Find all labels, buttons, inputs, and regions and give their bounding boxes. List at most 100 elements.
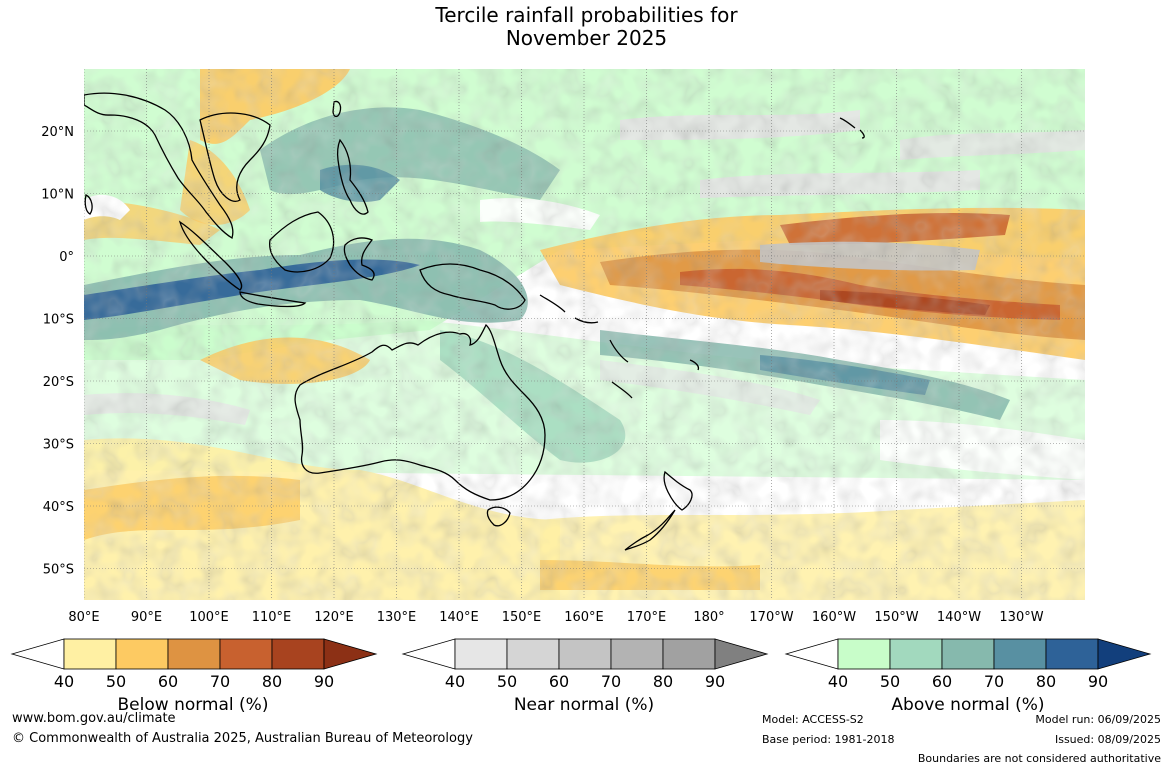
colorbar-segment xyxy=(558,638,612,670)
footer-model: Model: ACCESS-S2 xyxy=(762,713,864,726)
coastline-borneo xyxy=(269,211,335,273)
map-area xyxy=(84,69,1085,600)
coastline-new-zealand xyxy=(624,470,693,551)
coastline-sulawesi xyxy=(343,237,375,281)
colorbar-under-triangle xyxy=(401,638,456,670)
colorbar-segment xyxy=(506,638,560,670)
colorbar-segment xyxy=(662,638,716,670)
colorbar-segment xyxy=(993,638,1047,670)
colorbar-tick-label: 70 xyxy=(210,672,230,691)
lon-label: 170°E xyxy=(627,610,667,625)
colorbar-tick-label: 80 xyxy=(262,672,282,691)
colorbar-caption-near: Near normal (%) xyxy=(513,695,655,715)
probability-field xyxy=(84,69,1085,600)
colorbar-tick-label: 60 xyxy=(549,672,569,691)
lon-label: 180° xyxy=(693,610,724,625)
footer-model-run: Model run: 06/09/2025 xyxy=(1035,713,1161,726)
lon-label: 100°E xyxy=(189,610,229,625)
colorbar-caption-below: Below normal (%) xyxy=(117,695,269,715)
colorbar-tick-label: 50 xyxy=(106,672,126,691)
footer-issued: Issued: 08/09/2025 xyxy=(1054,733,1161,746)
colorbar-over-triangle xyxy=(1097,638,1152,670)
colorbar-segment xyxy=(219,638,273,670)
lat-label: 30°S xyxy=(43,438,74,453)
lat-label: 20°S xyxy=(43,375,74,390)
colorbar-segment xyxy=(167,638,221,670)
colorbar-tick-label: 40 xyxy=(445,672,465,691)
colorbar-tick-label: 40 xyxy=(54,672,74,691)
map-title-line2: November 2025 xyxy=(505,26,668,50)
lon-label: 80°E xyxy=(68,610,99,625)
colorbar-segment xyxy=(271,638,325,670)
coastline-tasmania xyxy=(486,506,511,527)
colorbar-near: 40 50 60 70 80 90 xyxy=(401,638,769,691)
longitude-labels: 80°E 90°E 100°E 110°E 120°E 130°E 140°E 150°E 16… xyxy=(68,610,1043,625)
lon-label: 90°E xyxy=(131,610,162,625)
lon-label: 150°E xyxy=(502,610,542,625)
lon-label: 150°W xyxy=(874,610,918,625)
lon-label: 120°E xyxy=(314,610,354,625)
colorbar-tick-label: 40 xyxy=(828,672,848,691)
map-title: Tercile rainfall probabilities for Novem… xyxy=(0,4,1173,50)
lat-label: 50°S xyxy=(43,563,74,578)
colorbar-tick-label: 90 xyxy=(705,672,725,691)
lat-label: 10°S xyxy=(43,313,74,328)
coastlines xyxy=(84,92,865,551)
colorbar-above: 40 50 60 70 80 90 xyxy=(784,638,1152,691)
colorbar-tick-label: 60 xyxy=(932,672,952,691)
colorbar-tick-label: 50 xyxy=(880,672,900,691)
colorbar-over-triangle xyxy=(323,638,378,670)
coastline-australia xyxy=(294,323,546,501)
coastline-pacific-islands xyxy=(539,294,700,399)
colorbar-under-triangle xyxy=(784,638,839,670)
lon-label: 160°E xyxy=(564,610,604,625)
lat-label: 10°N xyxy=(41,188,74,203)
coastline-sumatra xyxy=(178,220,243,291)
coastline-se-asia xyxy=(84,92,271,239)
lon-label: 130°E xyxy=(377,610,417,625)
lat-label: 20°N xyxy=(41,125,74,140)
colorbar-segment xyxy=(941,638,995,670)
graticule xyxy=(84,69,1085,600)
colorbar-segment xyxy=(837,638,891,670)
footer-base-period: Base period: 1981-2018 xyxy=(762,733,895,746)
lon-label: 140°E xyxy=(439,610,479,625)
lon-label: 170°W xyxy=(749,610,793,625)
coastline-new-guinea xyxy=(419,263,526,310)
colorbar-tick-label: 60 xyxy=(158,672,178,691)
lon-label: 160°W xyxy=(812,610,856,625)
colorbar-segment xyxy=(610,638,664,670)
colorbar-caption-above: Above normal (%) xyxy=(891,695,1045,715)
lat-label: 40°S xyxy=(43,500,74,515)
coastline-sri-lanka xyxy=(84,194,93,215)
coastline-java xyxy=(239,291,307,308)
colorbar-over-triangle xyxy=(714,638,769,670)
colorbar-tick-label: 90 xyxy=(1088,672,1108,691)
colorbar-tick-label: 90 xyxy=(314,672,334,691)
colorbar-below: 40 50 60 70 80 90 xyxy=(10,638,378,691)
colorbar-segment xyxy=(889,638,943,670)
colorbar-segment xyxy=(115,638,169,670)
colorbar-tick-label: 70 xyxy=(984,672,1004,691)
coastline-philippines xyxy=(336,138,369,215)
footer-copyright: © Commonwealth of Australia 2025, Austra… xyxy=(12,731,473,746)
colorbar-tick-label: 80 xyxy=(653,672,673,691)
colorbar-tick-label: 70 xyxy=(601,672,621,691)
colorbar-tick-label: 80 xyxy=(1036,672,1056,691)
lon-label: 130°W xyxy=(999,610,1043,625)
colorbar-segment xyxy=(63,638,117,670)
colorbar-under-triangle xyxy=(10,638,65,670)
colorbar-segment xyxy=(1045,638,1099,670)
lon-label: 140°W xyxy=(937,610,981,625)
lon-label: 110°E xyxy=(252,610,292,625)
colorbar-tick-label: 50 xyxy=(497,672,517,691)
map-title-line1: Tercile rainfall probabilities for xyxy=(435,3,738,27)
footer-disclaimer: Boundaries are not considered authoritat… xyxy=(917,752,1161,765)
latitude-labels: 20°N 10°N 0° 10°S 20°S 30°S 40°S 50°S xyxy=(41,125,74,578)
footer-website[interactable]: www.bom.gov.au/climate xyxy=(12,711,176,726)
coastline-hawaii xyxy=(839,117,865,139)
colorbar-segment xyxy=(454,638,508,670)
colorbars: 40 50 60 70 80 90 40 50 60 70 80 90 40 50 60 70 80 90 xyxy=(10,638,1152,691)
lat-label: 0° xyxy=(59,250,74,265)
